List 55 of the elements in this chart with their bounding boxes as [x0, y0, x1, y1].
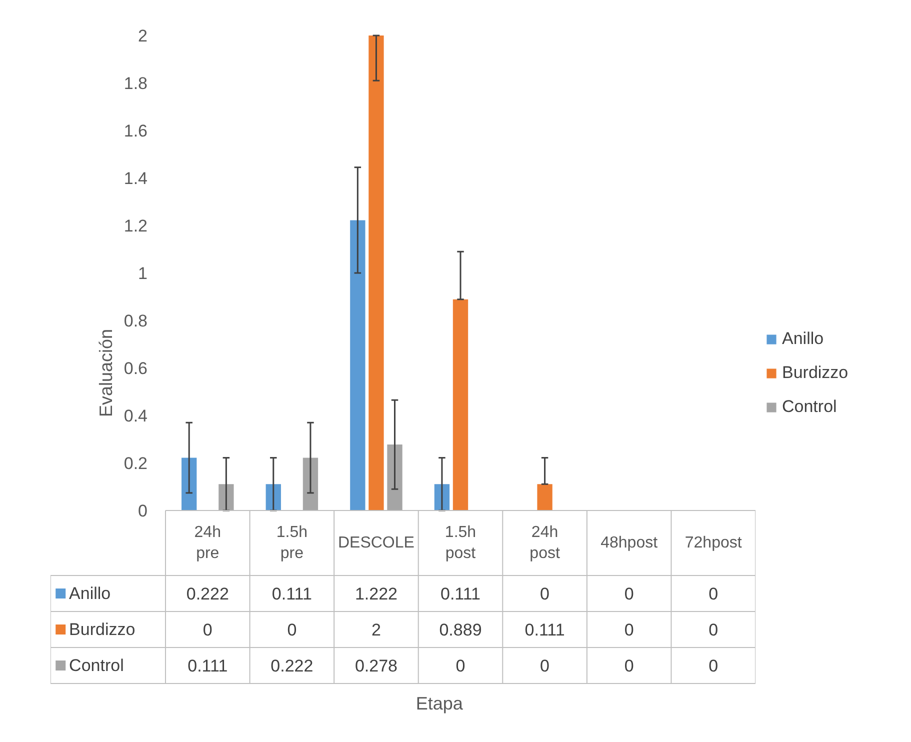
data-label: 0.278: [354, 656, 398, 676]
text: Burdizzo: [69, 620, 136, 639]
y-tick-label: 0: [138, 502, 148, 520]
y-tick-label: 0.2: [124, 454, 148, 473]
data-label: 0.222: [186, 584, 229, 604]
text: Anillo: [782, 328, 824, 348]
data-label: 0.111: [524, 620, 565, 640]
y-tick-label: 1.2: [124, 216, 148, 236]
text: Etapa: [416, 694, 464, 714]
data-label: 0: [624, 620, 634, 640]
data-label: 0: [708, 584, 718, 604]
y-tick-label: 0.4: [124, 406, 148, 426]
x-tick-label: 72hpost: [684, 534, 742, 552]
y-tick-label: 1.4: [124, 169, 148, 188]
bar: [218, 484, 234, 510]
bar: [387, 444, 402, 510]
x-tick-label: DESCOLE: [338, 534, 414, 552]
data-label: 0: [540, 584, 550, 604]
x-tick-label: 48hpost: [600, 534, 658, 552]
x-tick-label: 1.5h pre: [276, 524, 308, 562]
data-label: 0: [708, 620, 718, 640]
data-label: 0: [624, 656, 634, 676]
bar: [182, 458, 197, 510]
bar: [350, 220, 366, 510]
data-label: 0: [202, 620, 212, 640]
data-label: 0: [624, 584, 634, 604]
bar: [452, 299, 468, 510]
data-label: 0: [456, 656, 466, 676]
legend-label: Control: [69, 656, 124, 675]
data-label: 0.111: [440, 584, 481, 604]
legend-label: Anillo: [69, 584, 111, 603]
bar: [368, 36, 384, 510]
text: Control: [782, 396, 837, 416]
data-label: 0.111: [272, 584, 312, 604]
legend-label: Burdizzo: [782, 362, 848, 382]
y-tick-label: 1.8: [124, 74, 148, 93]
x-tick-label: 24h post: [530, 524, 560, 562]
y-tick-label: 1.6: [124, 122, 148, 140]
x-tick-label: 24h pre: [194, 524, 221, 562]
bar: [537, 484, 552, 510]
y-tick-label: 2: [138, 26, 148, 46]
y-tick-label: 0.8: [124, 312, 148, 330]
y-axis-title: Evaluación: [96, 328, 116, 418]
data-label: 0.111: [188, 656, 228, 676]
data-label: 0.222: [270, 656, 314, 676]
y-tick-label: 0.6: [124, 359, 148, 378]
data-label: 0: [287, 620, 297, 640]
data-label: 0: [708, 656, 718, 676]
x-tick-label: 1.5h post: [444, 524, 476, 562]
data-label: 2: [371, 620, 381, 640]
y-tick-label: 1: [138, 264, 148, 283]
bar: [302, 458, 318, 510]
data-label: 0: [540, 656, 550, 676]
data-label: 0.889: [439, 620, 482, 640]
data-label: 1.222: [354, 584, 398, 604]
